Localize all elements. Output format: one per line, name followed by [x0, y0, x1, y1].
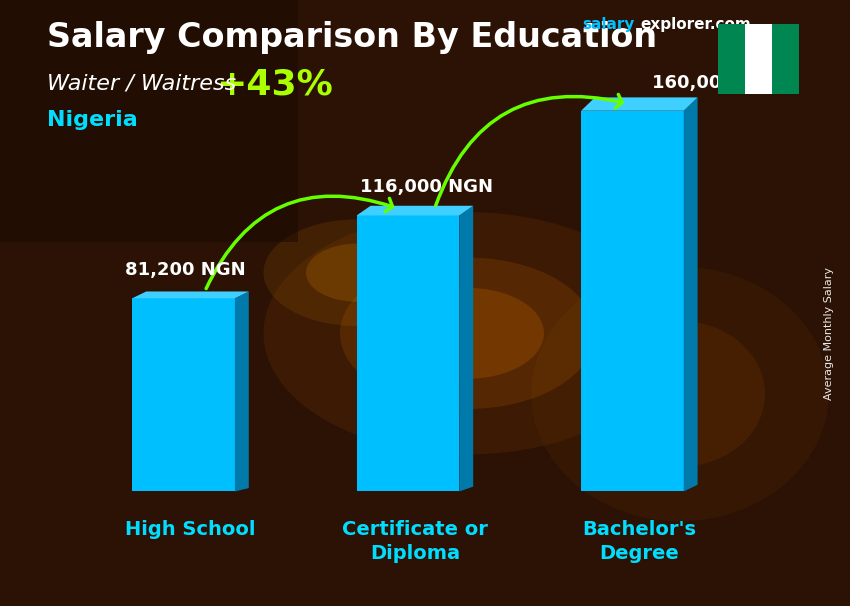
Ellipse shape — [391, 288, 544, 379]
Text: Nigeria: Nigeria — [47, 110, 138, 130]
Polygon shape — [357, 215, 459, 491]
Polygon shape — [581, 98, 698, 111]
Polygon shape — [459, 206, 473, 491]
Bar — [772, 24, 799, 94]
Ellipse shape — [595, 321, 765, 467]
Polygon shape — [133, 298, 235, 491]
Ellipse shape — [264, 219, 450, 326]
Text: Salary Comparison By Education: Salary Comparison By Education — [47, 21, 657, 54]
Text: 81,200 NGN: 81,200 NGN — [125, 261, 246, 279]
Ellipse shape — [340, 258, 595, 409]
Text: Certificate or
Diploma: Certificate or Diploma — [342, 520, 488, 562]
Text: +43%: +43% — [216, 67, 333, 102]
Bar — [718, 24, 745, 94]
Ellipse shape — [264, 212, 672, 454]
Text: Bachelor's
Degree: Bachelor's Degree — [582, 520, 696, 562]
Text: High School: High School — [125, 520, 256, 539]
Ellipse shape — [531, 267, 829, 521]
Bar — [745, 24, 772, 94]
Ellipse shape — [306, 244, 408, 302]
Bar — [0, 0, 298, 242]
Polygon shape — [683, 98, 698, 491]
Polygon shape — [133, 291, 249, 298]
Polygon shape — [235, 291, 249, 491]
Text: Waiter / Waitress: Waiter / Waitress — [47, 74, 236, 94]
Text: explorer.com: explorer.com — [640, 17, 751, 32]
Polygon shape — [357, 206, 473, 215]
Text: Average Monthly Salary: Average Monthly Salary — [824, 267, 834, 400]
Text: salary: salary — [582, 17, 635, 32]
Text: 160,000 NGN: 160,000 NGN — [652, 74, 785, 92]
Polygon shape — [581, 111, 683, 491]
Text: 116,000 NGN: 116,000 NGN — [360, 178, 493, 196]
